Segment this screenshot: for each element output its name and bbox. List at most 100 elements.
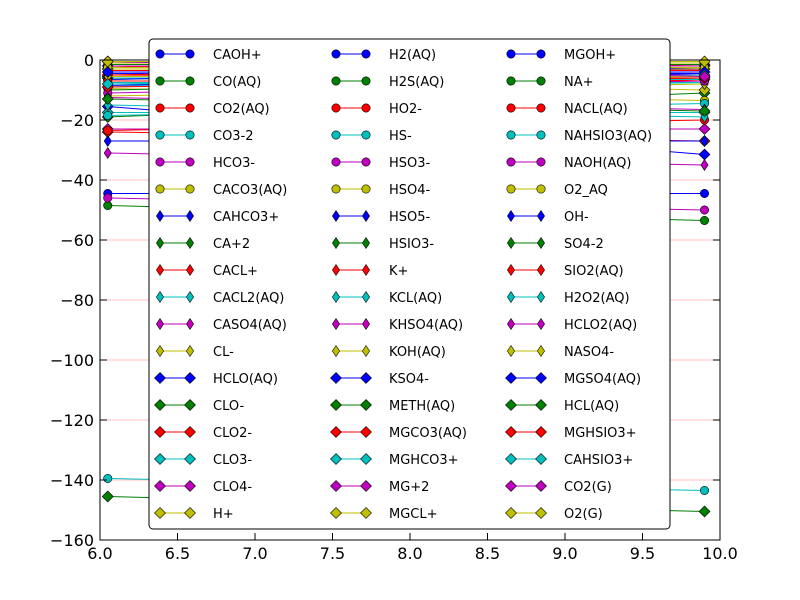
legend-marker (185, 49, 195, 59)
x-tick-label: 6.0 (87, 544, 112, 563)
legend-marker (362, 209, 370, 223)
legend-marker (184, 480, 196, 492)
legend-marker (361, 157, 371, 167)
legend-marker (332, 263, 340, 277)
legend-entry: HCLO2(AQ) (507, 317, 637, 333)
legend-entry: O2(G) (505, 507, 603, 522)
legend-marker (360, 372, 372, 384)
legend-entry: NAOH(AQ) (506, 156, 631, 171)
legend-label: CLO- (213, 399, 244, 414)
legend-label: CACL+ (213, 264, 258, 279)
legend-label: CAHSIO3+ (564, 453, 633, 468)
legend-entry: HSIO3- (332, 236, 434, 252)
legend-marker (186, 236, 194, 250)
legend-label: H2(AQ) (389, 48, 436, 63)
legend-entry: MG+2 (330, 480, 429, 495)
legend-marker (186, 263, 194, 277)
legend-entry: MGCO3(AQ) (330, 426, 467, 441)
legend-entry: CO3-2 (155, 129, 254, 144)
x-tick-label: 7.0 (242, 544, 267, 563)
legend-entry: NA+ (506, 75, 594, 90)
legend-marker (505, 453, 517, 465)
legend-label: K+ (389, 264, 408, 279)
data-point (699, 216, 709, 226)
legend-entry: HSO4- (331, 183, 431, 198)
data-point (103, 193, 113, 203)
legend-marker (506, 49, 516, 59)
data-point (103, 146, 112, 160)
legend-label: MGOH+ (564, 48, 616, 63)
legend-entry: MGOH+ (506, 48, 616, 63)
legend-label: HCO3- (213, 156, 255, 171)
legend-marker (186, 290, 194, 304)
legend-label: NASO4- (564, 345, 614, 360)
legend-marker (156, 263, 164, 277)
legend-label: SO4-2 (564, 237, 604, 252)
legend-marker (155, 49, 165, 59)
legend-marker (536, 157, 546, 167)
legend-label: NAHSIO3(AQ) (564, 129, 652, 144)
legend-label: OH- (564, 210, 589, 225)
legend-marker (362, 344, 370, 358)
legend-marker (360, 480, 372, 492)
legend-label: KSO4- (389, 372, 429, 387)
legend-marker (154, 507, 166, 519)
legend-label: CLO2- (213, 426, 252, 441)
x-tick-label: 6.5 (165, 544, 190, 563)
legend-entry: K+ (332, 263, 408, 279)
legend-marker (330, 372, 342, 384)
legend-marker (535, 453, 547, 465)
legend-marker (184, 372, 196, 384)
y-tick-label: −20 (60, 111, 94, 130)
legend-marker (507, 236, 515, 250)
x-tick-label: 8.0 (397, 544, 422, 563)
legend-label: CL- (213, 345, 234, 360)
legend-marker (537, 290, 545, 304)
legend-entry: MGCL+ (330, 507, 438, 522)
legend-entry: H2(AQ) (331, 48, 436, 63)
legend-marker (535, 480, 547, 492)
legend-entry: NASO4- (507, 344, 614, 360)
legend-entry: METH(AQ) (330, 399, 455, 414)
data-point (699, 205, 709, 215)
y-tick-label: −160 (50, 531, 94, 550)
legend-label: KCL(AQ) (389, 291, 442, 306)
legend-label: H2O2(AQ) (564, 291, 630, 306)
legend-marker (185, 130, 195, 140)
legend-label: HCL(AQ) (564, 399, 619, 414)
legend-marker (362, 317, 370, 331)
legend-marker (184, 426, 196, 438)
legend-marker (330, 453, 342, 465)
legend-entry: SO4-2 (507, 236, 604, 252)
legend-marker (156, 317, 164, 331)
x-tick-label: 8.5 (475, 544, 500, 563)
legend-label: SIO2(AQ) (564, 264, 624, 279)
axes: 6.0 6.5 7.0 7.5 8.0 8.5 9.0 9.5 10.0 0 −20 −40 −60 −8… (50, 51, 738, 563)
legend-label: MG+2 (389, 480, 429, 495)
legend-label: NACL(AQ) (564, 102, 628, 117)
legend-marker (537, 344, 545, 358)
legend-marker (361, 103, 371, 113)
legend-marker (536, 103, 546, 113)
legend-label: H2S(AQ) (389, 75, 444, 90)
legend-label: MGCO3(AQ) (389, 426, 467, 441)
legend-marker (154, 426, 166, 438)
data-point (103, 98, 112, 112)
legend-label: CO2(G) (564, 480, 612, 495)
legend-marker (184, 507, 196, 519)
data-point (698, 105, 711, 117)
legend-marker (535, 372, 547, 384)
legend-marker (155, 157, 165, 167)
legend-marker (536, 130, 546, 140)
legend-entry: OH- (507, 209, 589, 225)
legend-entry: CAHSIO3+ (505, 453, 633, 468)
legend-marker (536, 49, 546, 59)
legend-marker (361, 184, 371, 194)
legend-marker (536, 76, 546, 86)
legend-marker (186, 209, 194, 223)
data-point (101, 78, 114, 90)
y-tick-label: −140 (50, 471, 94, 490)
legend-marker (185, 103, 195, 113)
legend-marker (155, 130, 165, 140)
legend-marker (155, 103, 165, 113)
